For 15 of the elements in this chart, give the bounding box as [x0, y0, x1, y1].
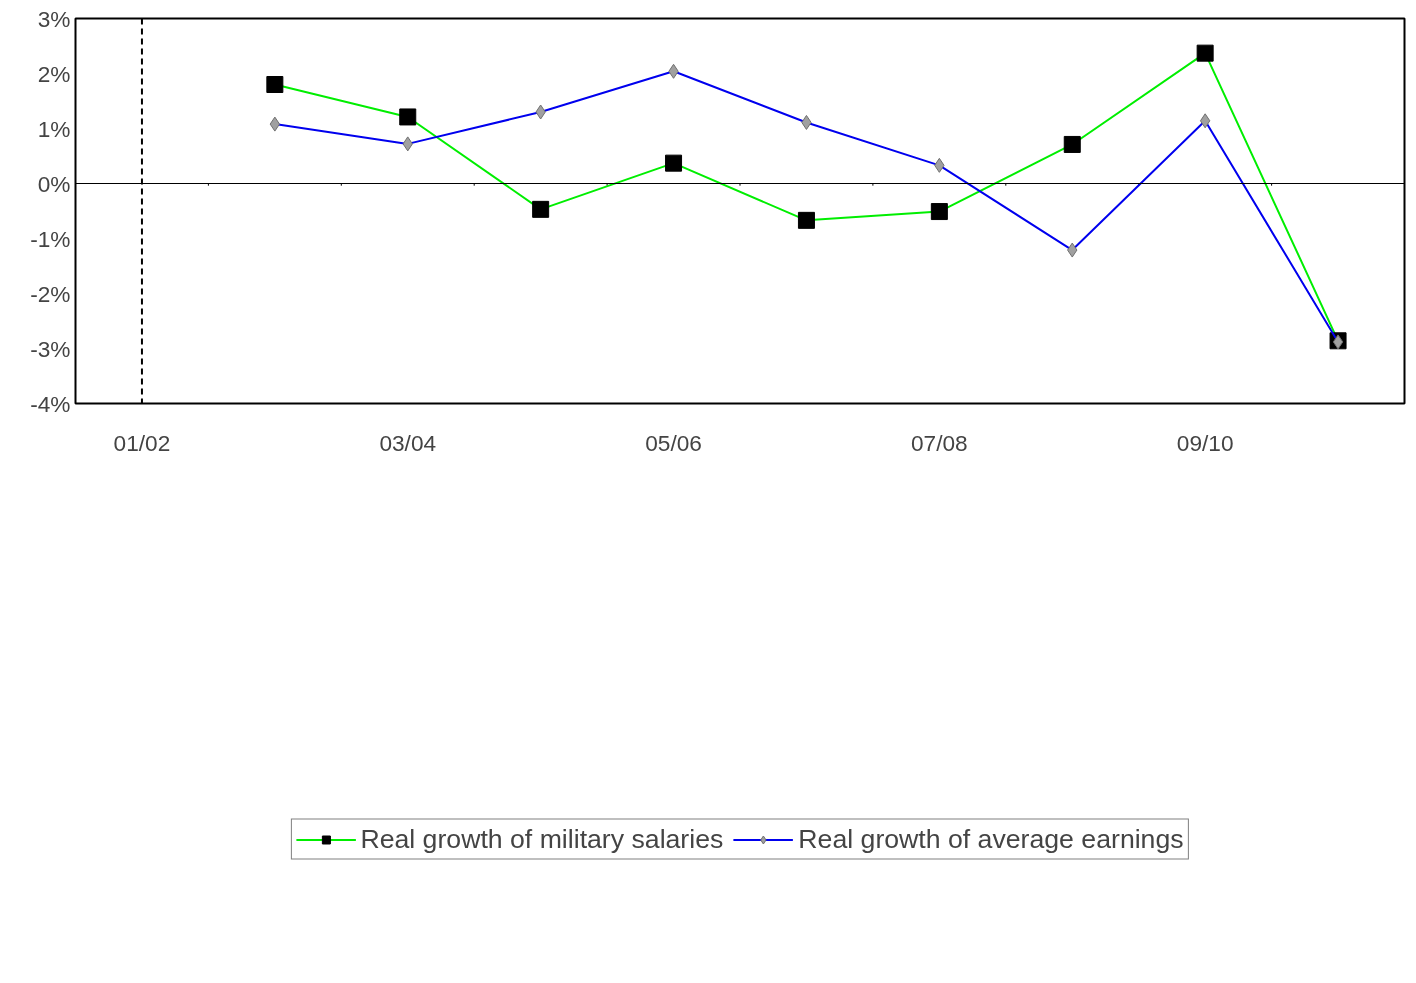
y-tick-label: -2%	[30, 280, 71, 307]
y-tick-label: -3%	[30, 335, 71, 362]
y-tick-label: -1%	[30, 225, 71, 252]
y-tick-label: -4%	[30, 390, 71, 417]
legend-label: Real growth of military salaries	[360, 823, 724, 855]
y-tick-label: 1%	[37, 115, 71, 142]
x-tick-label: 01/02	[113, 429, 171, 456]
x-tick-label: 03/04	[379, 429, 437, 456]
x-tick-label: 05/06	[645, 429, 702, 456]
legend-label: Real growth of average earnings	[798, 823, 1184, 855]
x-tick-label: 07/08	[911, 429, 968, 456]
y-tick-label: 3%	[37, 5, 71, 32]
x-tick-label: 09/10	[1176, 429, 1234, 456]
y-tick-label: 2%	[37, 60, 71, 87]
y-tick-label: 0%	[37, 170, 71, 197]
